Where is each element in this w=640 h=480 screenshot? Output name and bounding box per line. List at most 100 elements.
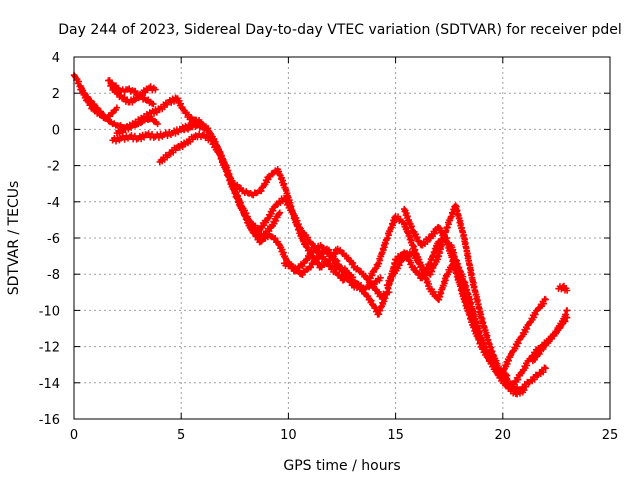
marker-trail [111, 120, 121, 129]
marker-trail [215, 146, 229, 171]
marker-trail [452, 203, 467, 240]
data-point [150, 100, 157, 108]
marker-trail [410, 228, 424, 248]
marker-trail [206, 130, 221, 150]
y-tick-label: -14 [39, 377, 60, 392]
marker-trail [435, 272, 450, 303]
x-tick-label: 25 [602, 428, 619, 443]
x-tick-label: 0 [70, 428, 78, 443]
marker-trail [478, 315, 493, 348]
x-tick-label: 20 [495, 428, 512, 443]
marker-trail [474, 330, 489, 353]
marker-trail [275, 240, 289, 262]
data-point [559, 283, 567, 291]
marker-trail [318, 257, 332, 271]
marker-trail [500, 352, 514, 374]
marker-trail [508, 336, 523, 356]
marker-trail [517, 357, 531, 377]
x-tick-label: 10 [280, 428, 297, 443]
marker-trail [457, 276, 472, 310]
grid [73, 56, 611, 420]
marker-trail [436, 225, 450, 245]
marker-trail [108, 82, 120, 95]
marker-trail [128, 132, 140, 143]
marker-trail [410, 250, 424, 271]
series-track-4 [107, 82, 159, 106]
marker-trail [115, 125, 128, 137]
data-point [152, 86, 159, 93]
marker-trail [264, 203, 278, 222]
marker-trail [393, 254, 407, 275]
y-axis-label: SDTVAR / TECUs [6, 181, 22, 296]
marker-trail [333, 257, 347, 278]
marker-trail [174, 95, 188, 115]
marker-trail [465, 305, 480, 336]
marker-trail [241, 188, 254, 197]
plot-frame [73, 56, 611, 420]
marker-trail [275, 168, 289, 193]
y-tick-label: -12 [39, 341, 60, 356]
marker-trail [283, 189, 298, 222]
data-point [563, 307, 571, 314]
marker-trail [292, 218, 307, 244]
y-tick-label: -2 [47, 160, 60, 175]
marker-trail [240, 211, 255, 233]
marker-trail [162, 128, 175, 140]
marker-trail [300, 240, 315, 260]
marker-trail [375, 236, 390, 267]
marker-trail [153, 130, 166, 141]
y-tick-label: -8 [47, 268, 60, 283]
marker-trail [110, 106, 120, 115]
marker-trail [375, 290, 390, 318]
marker-trail [517, 322, 531, 341]
data-point [154, 120, 161, 128]
data-point [113, 104, 121, 111]
marker-trail [232, 189, 247, 214]
marker-trail [111, 134, 123, 145]
y-tick-label: 4 [52, 51, 60, 66]
x-tick-label: 15 [387, 428, 404, 443]
data-point [276, 209, 284, 216]
series-track-12 [366, 202, 511, 379]
data-point [563, 314, 571, 321]
series-track-10 [231, 166, 393, 300]
data-point [542, 296, 549, 303]
marker-trail [491, 362, 506, 378]
data-point [542, 365, 549, 372]
series-track-18 [529, 314, 571, 365]
series-track-8 [178, 119, 348, 284]
x-tick-label: 5 [177, 428, 185, 443]
marker-trail [268, 210, 283, 229]
marker-trail [104, 115, 115, 126]
chart-title: Day 244 of 2023, Sidereal Day-to-day VTE… [58, 22, 622, 38]
y-tick-label: -10 [39, 304, 60, 319]
series-track-15 [448, 242, 549, 395]
marker-trail [166, 94, 179, 106]
marker-trail [192, 130, 205, 141]
marker-trail [117, 122, 128, 131]
marker-trail [469, 279, 485, 320]
marker-trail [299, 265, 312, 279]
marker-trail [149, 105, 162, 117]
x-axis-label: GPS time / hours [283, 458, 400, 474]
marker-trail [134, 90, 145, 102]
y-tick-label: 0 [52, 123, 60, 138]
data-point [377, 274, 384, 282]
marker-trail [384, 269, 399, 289]
marker-trail [461, 236, 476, 283]
series-track-9 [188, 115, 384, 293]
marker-trail [448, 244, 463, 280]
marker-trail [483, 348, 497, 367]
marker-trail [179, 123, 192, 133]
marker-trail [367, 261, 381, 282]
marker-trail [418, 264, 433, 293]
marker-trail [401, 207, 416, 235]
data-point [563, 287, 571, 294]
y-tick-label: -6 [47, 232, 60, 247]
marker-trail [401, 221, 416, 249]
marker-trail [427, 286, 441, 302]
y-tick-label: -16 [39, 413, 60, 428]
marker-trail [147, 83, 158, 94]
